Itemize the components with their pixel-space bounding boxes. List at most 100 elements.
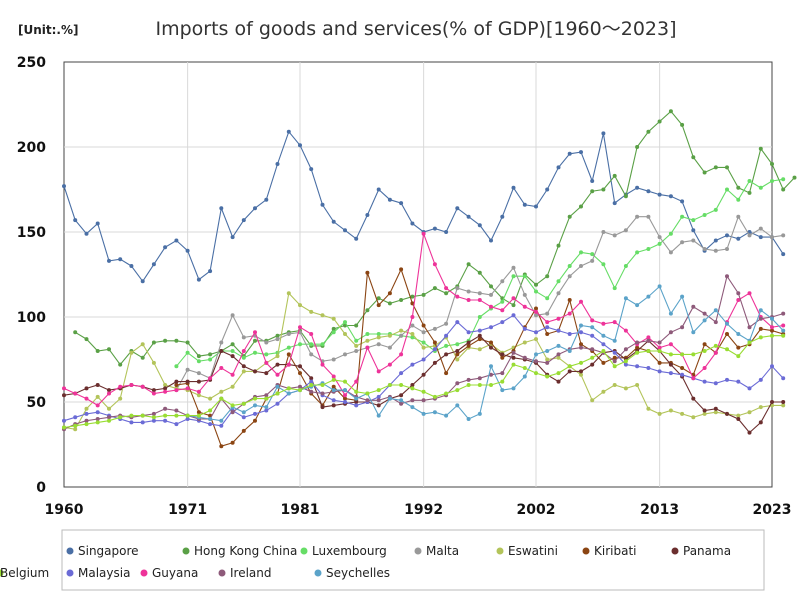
data-point [95, 410, 100, 415]
data-point [545, 296, 550, 301]
data-point [680, 366, 685, 370]
data-point [387, 291, 392, 296]
data-point [770, 325, 774, 330]
data-point [567, 349, 572, 353]
data-point [174, 383, 179, 387]
legend-marker [300, 547, 308, 555]
data-point [567, 151, 572, 156]
data-point [781, 311, 786, 316]
data-point [376, 394, 381, 399]
data-point [736, 354, 741, 359]
data-point [511, 296, 516, 301]
legend-item: Malta [414, 544, 459, 558]
data-point [185, 386, 190, 391]
data-point [73, 330, 78, 335]
data-point [691, 396, 696, 401]
data-point [421, 323, 426, 328]
data-point [579, 150, 583, 155]
data-point [736, 413, 741, 418]
data-point [646, 214, 651, 219]
data-point [376, 296, 381, 301]
data-point [84, 422, 89, 427]
data-point [747, 179, 752, 183]
data-point [758, 146, 763, 151]
data-point [421, 330, 426, 335]
data-point [196, 410, 201, 415]
data-point [163, 338, 168, 343]
data-point [444, 333, 449, 338]
data-point [140, 384, 145, 389]
data-point [668, 371, 673, 376]
data-point [770, 162, 774, 166]
x-tick-label: 2002 [517, 502, 556, 518]
data-point [151, 411, 156, 416]
data-point [399, 298, 404, 302]
data-point [309, 352, 314, 357]
data-point [230, 384, 235, 389]
data-point [264, 393, 269, 398]
data-point [151, 360, 156, 365]
legend-label: Malaysia [78, 566, 130, 580]
data-point [129, 420, 134, 425]
legend-label: Seychelles [326, 566, 390, 580]
data-point [545, 349, 550, 353]
data-point [545, 360, 550, 365]
data-point [579, 299, 583, 304]
data-point [196, 413, 201, 418]
data-point [556, 355, 561, 360]
data-point [590, 258, 595, 263]
data-point [163, 413, 168, 418]
data-point [455, 286, 460, 291]
data-point [477, 347, 482, 352]
data-point [736, 417, 741, 421]
data-point [410, 362, 415, 367]
data-point [444, 230, 449, 234]
data-point [129, 383, 134, 387]
data-point [309, 342, 314, 347]
legend-item: Hong Kong China [182, 544, 297, 558]
data-point [511, 355, 516, 360]
data-point [219, 206, 224, 211]
data-point [657, 411, 662, 416]
data-point [444, 286, 449, 291]
data-point [500, 388, 505, 393]
data-point [781, 376, 786, 381]
legend-label: Malta [426, 544, 459, 558]
data-point [758, 226, 763, 231]
data-point [579, 330, 583, 335]
data-point [421, 411, 426, 416]
data-point [230, 403, 235, 408]
data-point [635, 250, 640, 255]
data-point [612, 383, 617, 387]
data-point [646, 129, 651, 134]
data-point [331, 219, 336, 224]
data-point [534, 309, 538, 314]
data-point [747, 190, 752, 195]
data-point [62, 418, 66, 423]
data-point [623, 228, 628, 233]
data-point [286, 345, 291, 350]
data-point [477, 376, 482, 381]
data-point [579, 372, 583, 377]
data-point [657, 119, 662, 124]
legend-label: Ireland [230, 566, 272, 580]
data-point [410, 398, 415, 403]
data-point [95, 420, 100, 425]
data-point [646, 247, 651, 251]
data-point [196, 393, 201, 398]
data-point [174, 364, 179, 369]
data-point [230, 349, 235, 353]
data-point [376, 369, 381, 374]
data-point [84, 411, 89, 416]
data-point [534, 282, 538, 287]
data-point [500, 355, 505, 360]
data-point [376, 398, 381, 403]
data-point [691, 238, 696, 243]
data-point [556, 371, 561, 376]
data-point [635, 383, 640, 387]
data-point [747, 430, 752, 435]
data-point [668, 408, 673, 413]
data-point [579, 264, 583, 268]
data-point [511, 274, 516, 279]
data-point [758, 377, 763, 382]
